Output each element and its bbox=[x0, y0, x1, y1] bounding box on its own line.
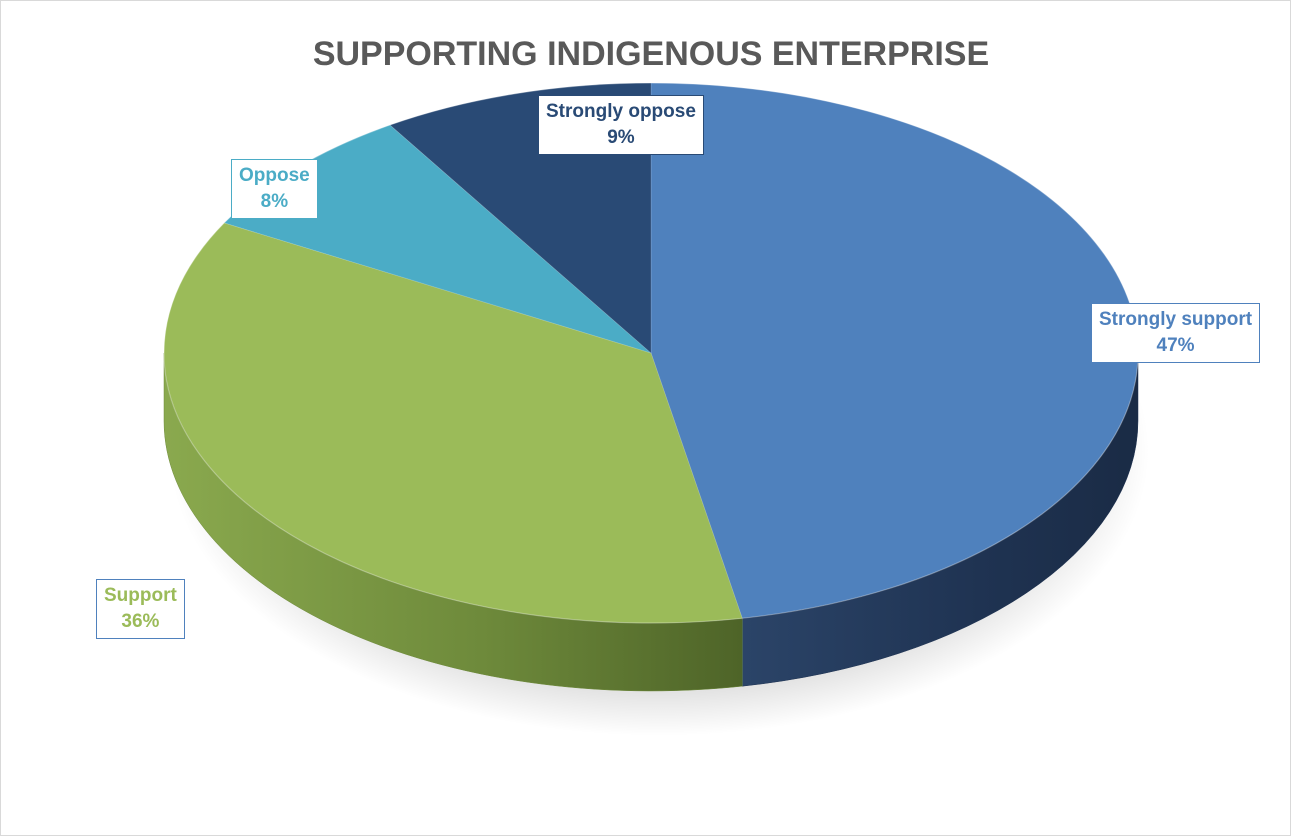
pie-slice-support bbox=[163, 222, 743, 624]
pie-slices bbox=[163, 82, 1139, 624]
data-label-strongly-support: Strongly support 47% bbox=[1091, 303, 1261, 363]
data-label-oppose: Oppose 8% bbox=[231, 159, 318, 219]
chart-title: SUPPORTING INDIGENOUS ENTERPRISE bbox=[312, 35, 990, 73]
data-label-support: Support 36% bbox=[96, 579, 185, 639]
data-label-strongly-oppose: Strongly oppose 9% bbox=[538, 95, 704, 155]
